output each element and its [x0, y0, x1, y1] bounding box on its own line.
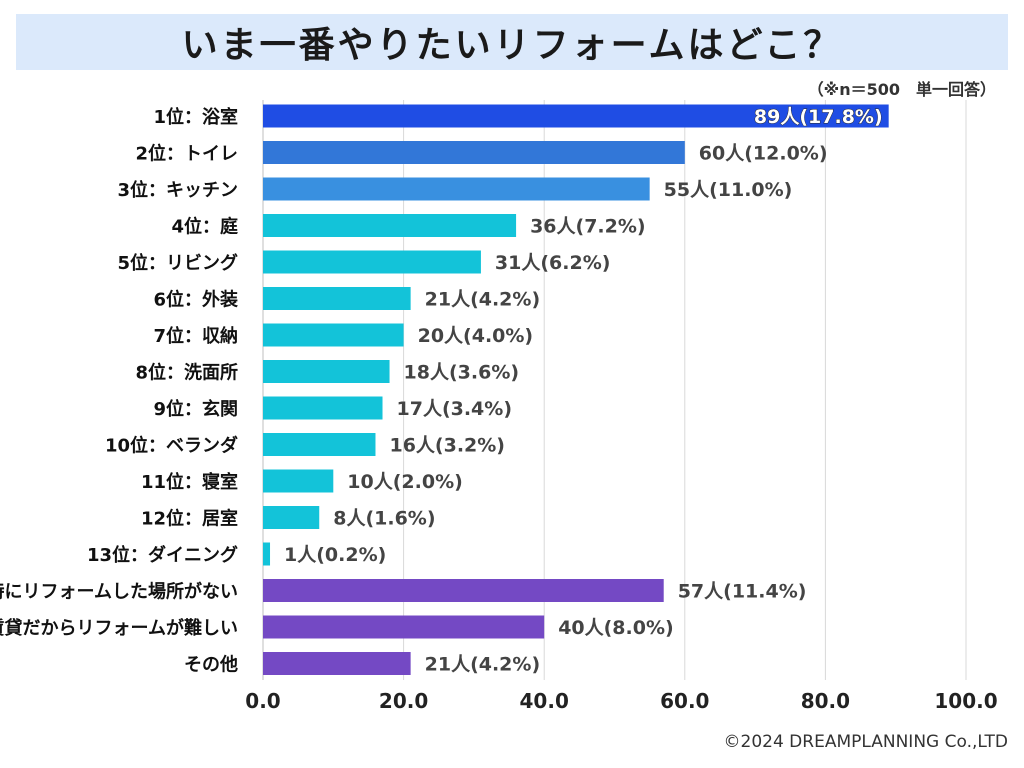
data-label: 10人(2.0%) [347, 471, 463, 493]
data-label: 36人(7.2%) [530, 216, 646, 238]
bar [263, 542, 271, 566]
data-label: 16人(3.2%) [389, 435, 505, 457]
category-label: その他 [184, 654, 238, 676]
bar [263, 250, 481, 274]
bar [263, 396, 383, 420]
data-label: 57人(11.4%) [678, 581, 807, 603]
x-tick-label: 20.0 [379, 689, 428, 713]
bar [263, 652, 411, 675]
data-label: 20人(4.0%) [418, 325, 534, 347]
data-label: 1人(0.2%) [284, 544, 386, 566]
bar [263, 615, 545, 639]
x-tick-label: 80.0 [801, 689, 850, 713]
data-label: 18人(3.6%) [404, 362, 520, 384]
copyright: ©2024 DREAMPLANNING Co.,LTD [723, 732, 1008, 752]
data-label: 89人(17.8%) [754, 106, 883, 128]
data-label: 60人(12.0%) [699, 143, 828, 165]
data-label: 8人(1.6%) [333, 508, 435, 530]
category-label: 6位：外装 [153, 289, 238, 311]
data-label: 21人(4.2%) [425, 289, 541, 311]
bar [263, 323, 404, 347]
data-label: 21人(4.2%) [425, 654, 541, 676]
x-tick-label: 100.0 [934, 689, 997, 713]
category-label: 7位：収納 [153, 325, 238, 347]
data-label: 55人(11.0%) [664, 179, 793, 201]
category-label: 5位：リビング [117, 252, 238, 274]
x-tick-label: 60.0 [660, 689, 709, 713]
x-tick-label: 40.0 [520, 689, 569, 713]
category-label: 2位：トイレ [135, 143, 238, 165]
bar [263, 506, 320, 529]
data-label: 40人(8.0%) [558, 617, 674, 639]
bar [263, 214, 517, 237]
category-label: 特にリフォームした場所がない [0, 581, 238, 603]
bar [263, 287, 411, 310]
bar [263, 104, 889, 128]
category-label: 賃貸だからリフォームが難しい [0, 617, 238, 639]
bar [263, 141, 685, 164]
sample-note: （※n＝500 単一回答） [807, 80, 996, 99]
category-label: 3位：キッチン [117, 179, 238, 201]
bar [263, 360, 390, 383]
chart-title: いま一番やりたいリフォームはどこ？ [181, 25, 843, 66]
category-label: 4位：庭 [171, 216, 238, 238]
bar [263, 579, 664, 602]
category-label: 12位：居室 [141, 508, 238, 530]
category-label: 1位：浴室 [153, 106, 238, 128]
category-label: 13位：ダイニング [87, 544, 238, 566]
bar [263, 469, 334, 493]
data-label: 17人(3.4%) [397, 398, 513, 420]
category-label: 11位：寝室 [141, 471, 238, 493]
x-tick-label: 0.0 [245, 689, 280, 713]
category-label: 9位：玄関 [153, 398, 238, 420]
title-band: いま一番やりたいリフォームはどこ？ [16, 14, 1008, 70]
bar [263, 433, 376, 456]
category-label: 8位：洗面所 [135, 362, 238, 384]
category-label: 10位：ベランダ [105, 435, 238, 457]
data-label: 31人(6.2%) [495, 252, 611, 274]
bar [263, 177, 650, 201]
